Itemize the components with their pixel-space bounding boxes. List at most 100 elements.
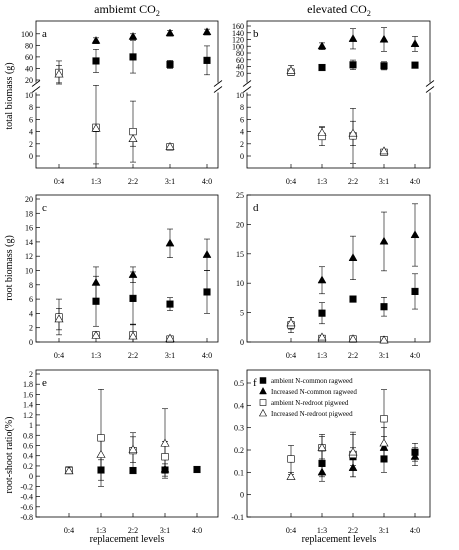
panel-e-frame [35, 369, 219, 518]
marker-triangle-open [54, 69, 64, 78]
marker-triangle-filled [160, 464, 170, 473]
ylabel-root-shoot-ratio: root-shoot ratio(%) [4, 417, 15, 494]
legend-marker-triangle-filled [259, 386, 267, 395]
y-tick-label: 1.2 [23, 411, 33, 420]
marker-triangle-filled [128, 31, 138, 40]
x-tick-label: 0:4 [54, 177, 64, 186]
marker-triangle-open [317, 128, 327, 136]
xlabel-right: replacement levels [302, 534, 377, 545]
marker-triangle-open [286, 318, 296, 327]
marker-square-filled [92, 57, 100, 65]
y-tick-label: 1 [29, 421, 33, 430]
y-tick-label: 80 [236, 49, 244, 58]
y-tick-label: 100 [21, 30, 33, 39]
marker-square-open [97, 434, 105, 442]
y-tick-label: 2 [29, 324, 33, 333]
x-tick-label: 0:4 [286, 351, 296, 360]
x-tick-label: 1:3 [317, 526, 327, 535]
legend-label: ambient N-redroot pigweed [271, 399, 349, 407]
axis-break-mark [213, 80, 223, 87]
marker-square-filled [380, 303, 388, 311]
legend-entry-increased-n-ragweed: Increased N-common ragweed [259, 386, 357, 396]
marker-square-filled [193, 465, 201, 474]
x-tick-label: 2:2 [128, 526, 138, 535]
y-tick-label: 4 [29, 309, 33, 318]
y-tick-label: 0.2 [23, 462, 33, 471]
y-tick-label: 0.6 [23, 442, 33, 451]
y-tick-label: 0 [29, 152, 33, 161]
y-tick-label: 4 [240, 128, 244, 137]
marker-triangle-open [96, 449, 106, 458]
x-tick-label: 0:4 [286, 177, 296, 186]
x-tick-label: 4:0 [410, 351, 420, 360]
marker-triangle-filled [317, 41, 327, 50]
y-tick-label: 0.2 [234, 446, 244, 455]
col-title-ambient: ambiemt CO2 [94, 2, 160, 18]
marker-triangle-filled [379, 443, 389, 451]
x-tick-label: 0:4 [54, 351, 64, 360]
marker-square-filled [129, 466, 137, 475]
marker-square-filled [129, 294, 137, 302]
marker-triangle-open [348, 447, 358, 456]
legend-entry-ambient-n-pigweed: ambient N-redroot pigweed [259, 399, 349, 407]
y-tick-label: 40 [25, 64, 33, 73]
marker-triangle-filled [91, 277, 101, 286]
y-tick-label: 2 [240, 140, 244, 149]
x-tick-label: 1:3 [91, 177, 101, 186]
panel-f-plot: -0.1 0 0.1 0.2 0.3 0.4 0.5 0:4 1:3 2:2 3:1 4:0 [231, 379, 420, 535]
y-tick-label: 1.8 [23, 380, 33, 389]
y-tick-label: 12 [25, 252, 33, 261]
y-tick-label: 4 [29, 128, 33, 137]
y-tick-label: 10 [25, 91, 33, 100]
x-tick-label: 0:4 [64, 526, 74, 535]
marker-triangle-filled [410, 230, 420, 239]
marker-triangle-open [286, 471, 296, 480]
y-tick-label: 60 [25, 53, 33, 62]
y-tick-label: 20 [236, 220, 244, 229]
y-tick-label: 10 [25, 267, 33, 276]
marker-triangle-filled [317, 467, 327, 476]
marker-triangle-open [379, 335, 389, 344]
y-tick-label: 25 [236, 191, 244, 200]
y-tick-label: 20 [236, 69, 244, 78]
marker-triangle-open [128, 444, 138, 453]
y-tick-label: -0.1 [231, 513, 244, 522]
marker-square-filled [97, 466, 105, 474]
y-tick-label: 60 [236, 56, 244, 65]
x-tick-label: 3:1 [165, 177, 175, 186]
marker-square-filled [92, 297, 100, 305]
marker-square-filled [411, 61, 419, 69]
marker-triangle-filled [317, 275, 327, 284]
y-tick-label: -0.2 [20, 482, 33, 491]
x-tick-label: 3:1 [379, 526, 389, 535]
marker-triangle-open [286, 65, 296, 74]
x-tick-label: 2:2 [128, 177, 138, 186]
col-title-elevated: elevated CO2 [307, 2, 371, 18]
legend-label: Increased N-common ragweed [271, 388, 357, 396]
marker-square-filled [411, 287, 419, 295]
legend-marker-square-open [259, 399, 267, 406]
marker-square-filled [318, 63, 326, 72]
legend-marker-triangle-open [258, 408, 268, 417]
y-tick-label: 20 [25, 76, 33, 85]
y-tick-label: 0 [240, 491, 244, 500]
marker-square-open [287, 455, 295, 463]
y-tick-label: 0 [240, 152, 244, 161]
y-tick-label: 8 [29, 281, 33, 290]
panel-a-frame [35, 20, 219, 169]
y-tick-label: 18 [25, 209, 33, 218]
y-tick-label: -0.8 [20, 513, 33, 522]
x-tick-label: 3:1 [165, 351, 175, 360]
y-tick-label: 0.1 [234, 468, 244, 477]
y-tick-label: 8 [29, 103, 33, 112]
legend-label: ambient N-common ragweed [271, 377, 353, 385]
x-tick-label: 4:0 [192, 526, 202, 535]
y-tick-label: 0.5 [234, 379, 244, 388]
marker-square-filled [318, 309, 326, 317]
marker-triangle-filled [379, 34, 389, 43]
marker-triangle-open [54, 314, 64, 323]
axis-break-mark [31, 80, 41, 87]
marker-triangle-filled [348, 34, 358, 42]
marker-triangle-filled [410, 451, 420, 460]
